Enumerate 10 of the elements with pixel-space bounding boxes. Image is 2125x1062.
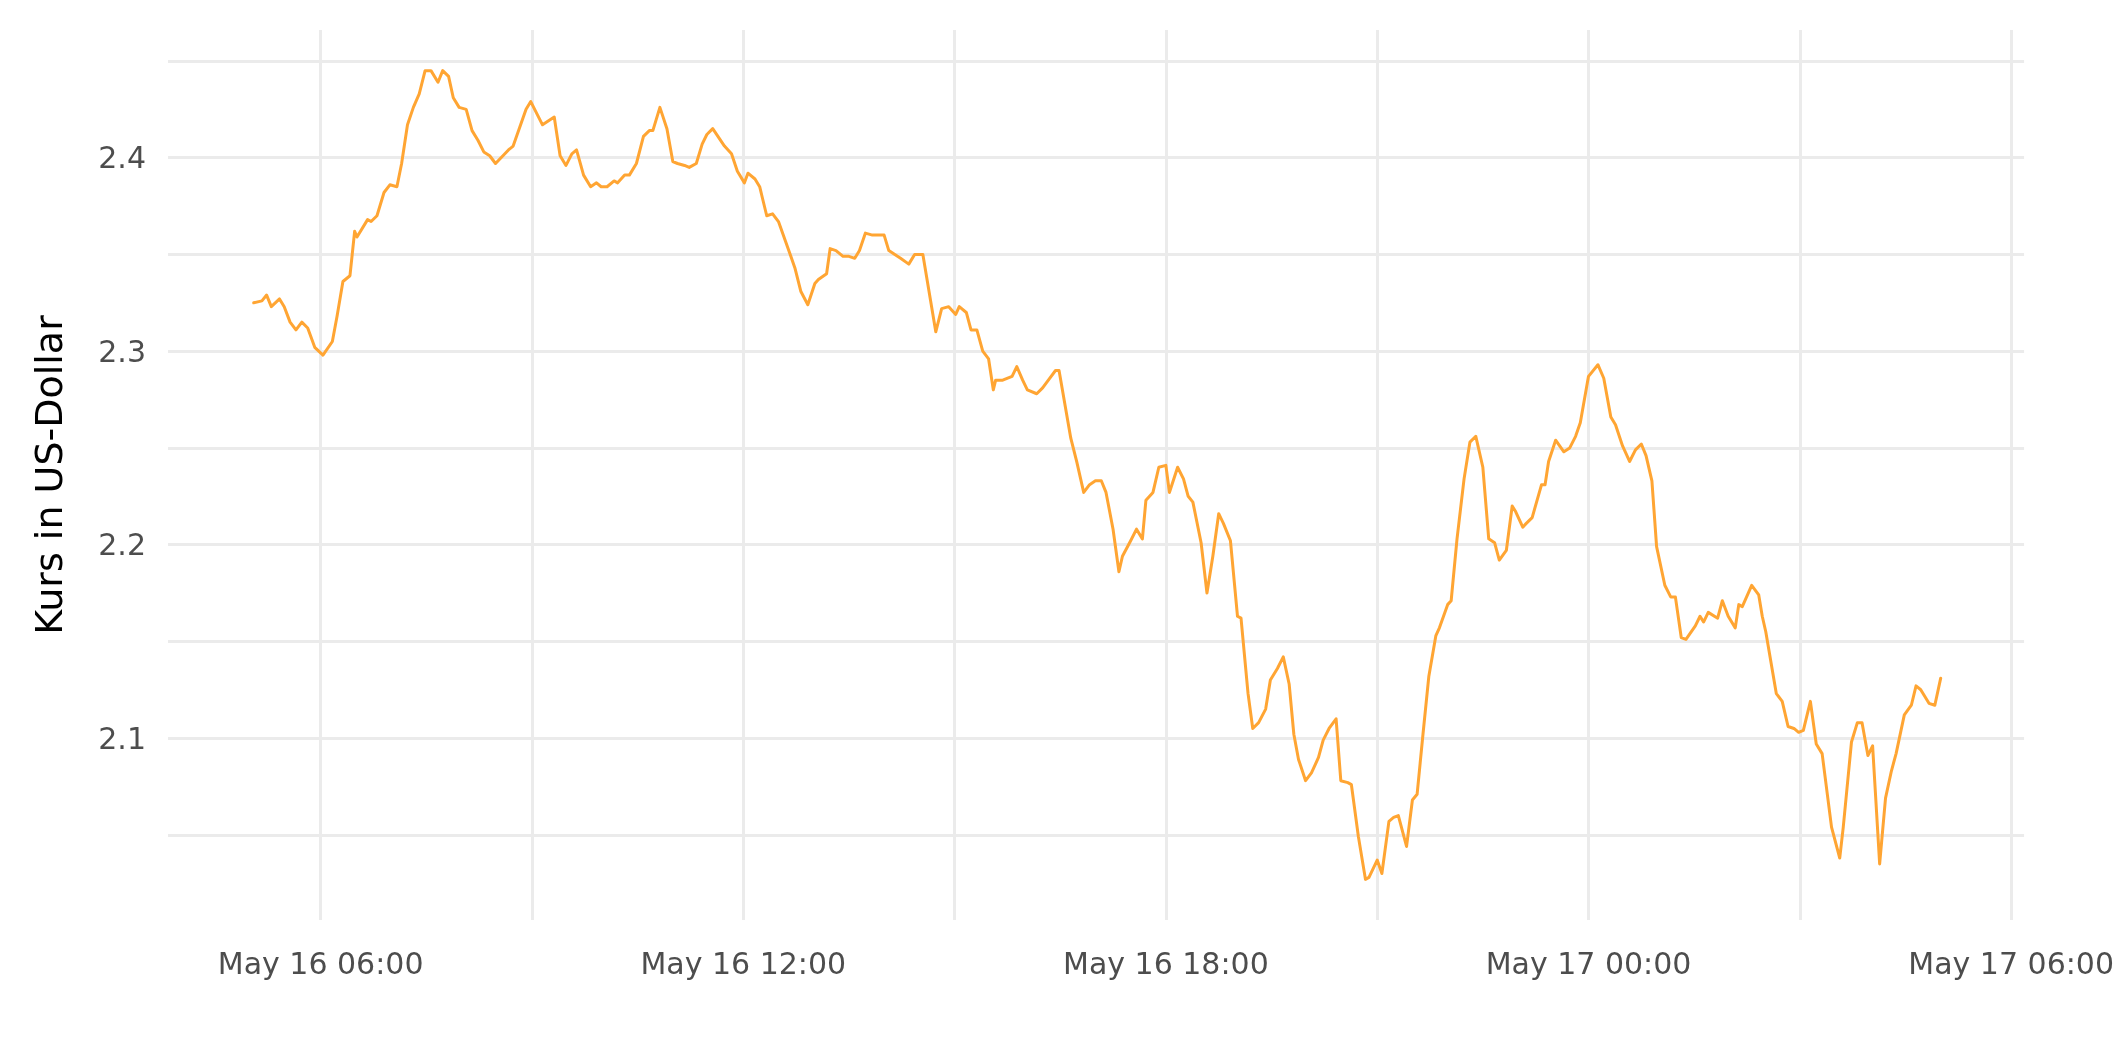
y-tick-label: 2.2 <box>98 527 146 563</box>
x-tick-label: May 16 18:00 <box>1063 945 1269 981</box>
x-tick-label: May 16 06:00 <box>217 945 424 981</box>
y-tick-label: 2.1 <box>98 720 146 756</box>
y-tick-label: 2.4 <box>98 140 146 176</box>
x-tick-label: May 16 12:00 <box>640 945 847 981</box>
y-axis-title: Kurs in US-Dollar <box>27 314 71 635</box>
y-tick-label: 2.3 <box>98 333 146 369</box>
x-tick-label: May 17 00:00 <box>1485 945 1692 981</box>
x-tick-label: May 17 06:00 <box>1908 945 2115 981</box>
